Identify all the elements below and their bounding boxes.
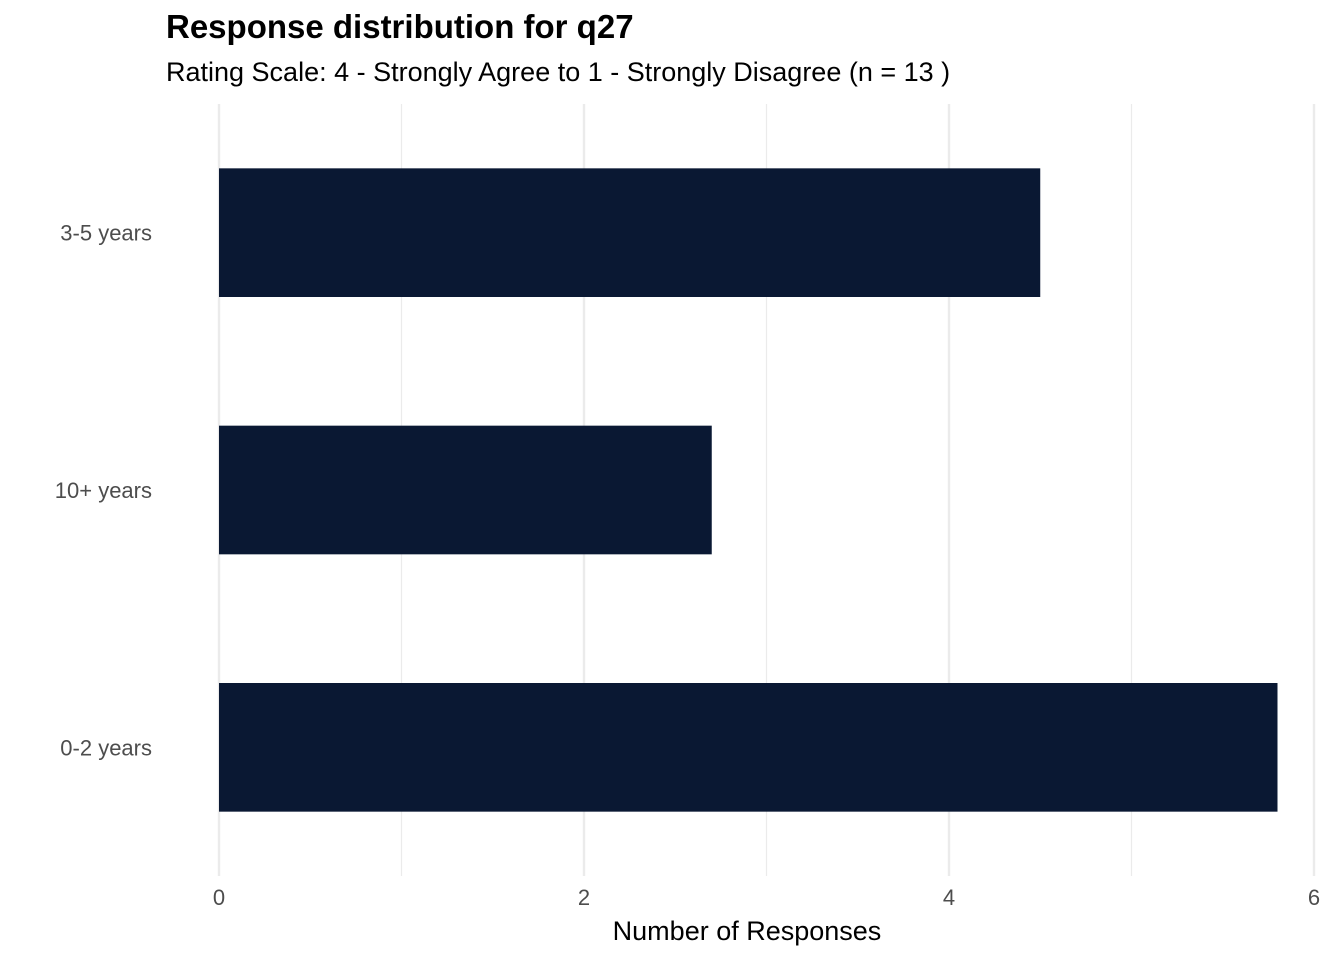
x-tick-label: 4 bbox=[943, 885, 955, 910]
x-tick-label: 0 bbox=[213, 885, 225, 910]
category-labels: 3-5 years 10+ years 0-2 years bbox=[55, 221, 152, 761]
bar-3-5-years bbox=[219, 168, 1041, 297]
bar-10-years bbox=[219, 425, 712, 555]
x-tick-label: 6 bbox=[1308, 885, 1320, 910]
bars bbox=[219, 168, 1278, 812]
y-tick-label: 0-2 years bbox=[60, 735, 152, 760]
x-tick-labels: 0 2 4 6 bbox=[213, 885, 1320, 910]
y-tick-label: 10+ years bbox=[55, 478, 152, 503]
y-tick-label: 3-5 years bbox=[60, 221, 152, 246]
x-tick-label: 2 bbox=[578, 885, 590, 910]
bar-0-2-years bbox=[219, 683, 1278, 812]
chart-title: Response distribution for q27 bbox=[166, 8, 634, 45]
chart-subtitle: Rating Scale: 4 - Strongly Agree to 1 - … bbox=[166, 57, 951, 87]
x-axis-title: Number of Responses bbox=[613, 916, 882, 946]
